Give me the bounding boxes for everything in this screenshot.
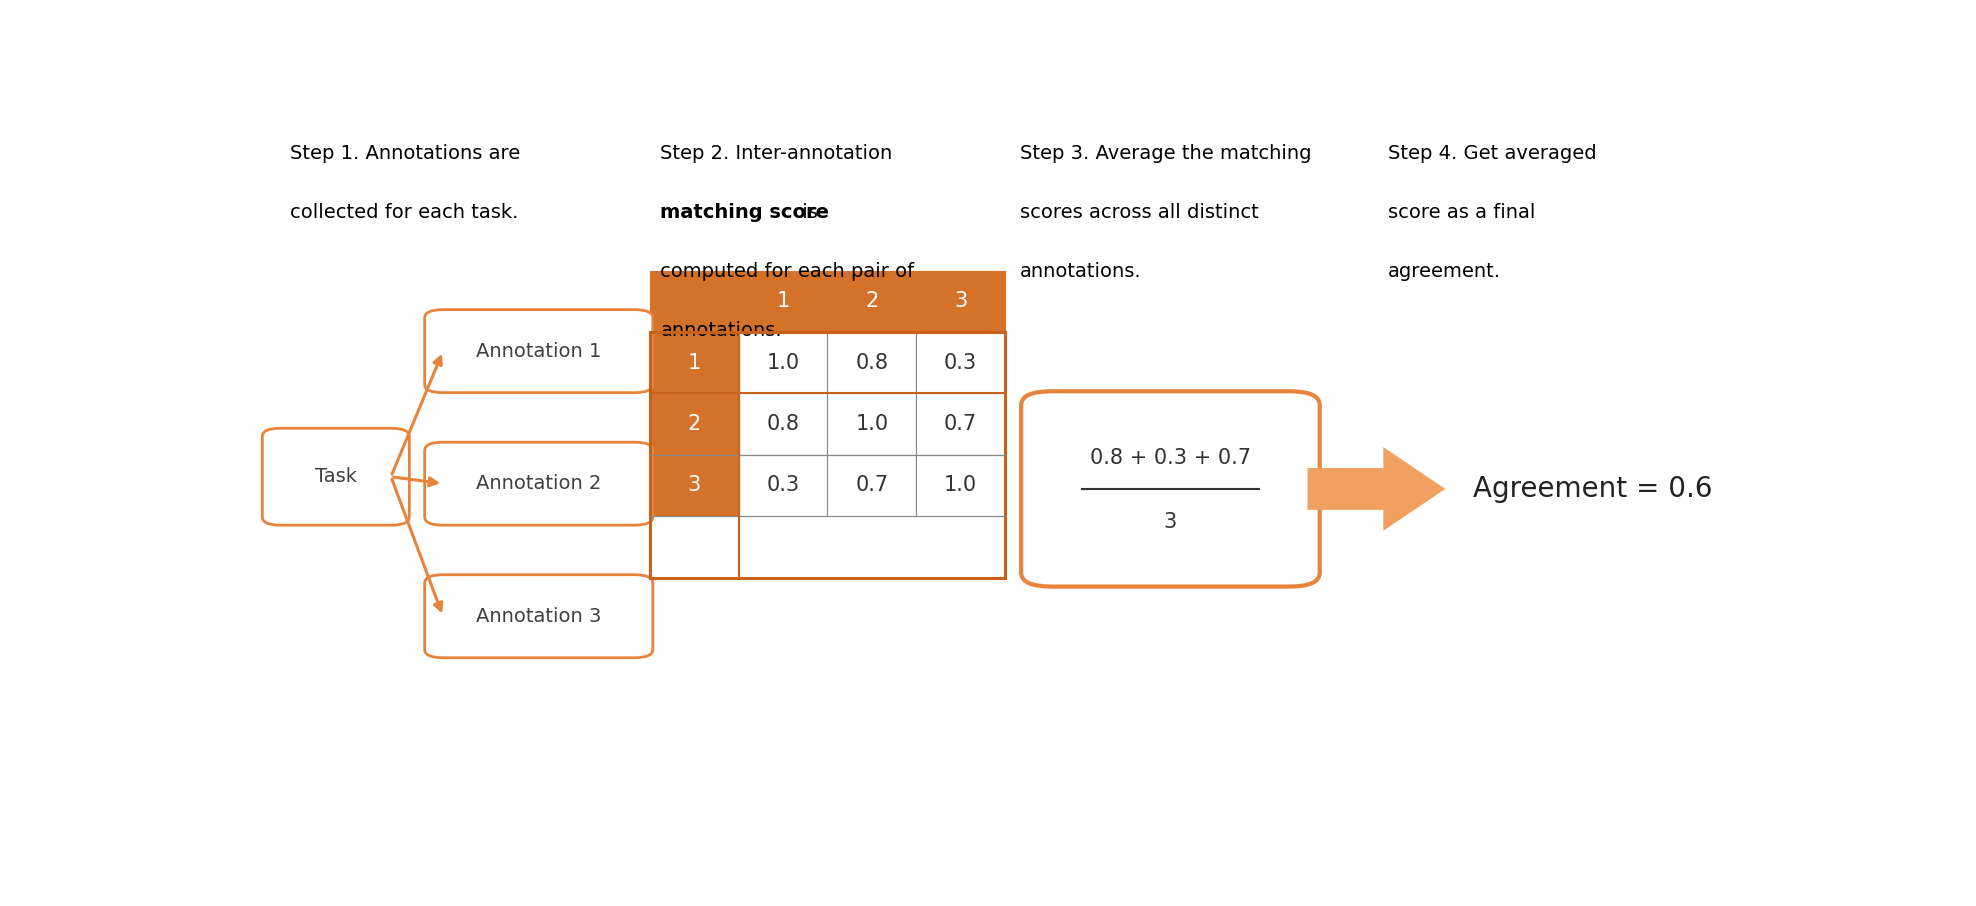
Text: 0.8: 0.8 [767,414,800,434]
Text: 1.0: 1.0 [856,414,889,434]
Text: 0.8: 0.8 [856,352,889,372]
Bar [739,455,828,516]
Text: collected for each task.: collected for each task. [290,203,518,222]
Text: 3: 3 [954,291,968,312]
Bar [917,455,1006,516]
Text: 1.0: 1.0 [945,476,978,496]
Text: Step 2. Inter-annotation: Step 2. Inter-annotation [660,144,893,162]
Text: 1.0: 1.0 [767,352,800,372]
Text: scores across all distinct: scores across all distinct [1020,203,1259,222]
Text: is: is [796,203,818,222]
Bar [650,393,739,455]
Text: 0.7: 0.7 [945,414,978,434]
Bar [739,271,828,332]
Text: matching score: matching score [660,203,830,222]
Text: Annotation 1: Annotation 1 [476,342,601,361]
Text: score as a final: score as a final [1387,203,1535,222]
Text: Annotation 2: Annotation 2 [476,474,601,493]
Text: 2: 2 [688,414,701,434]
FancyBboxPatch shape [263,429,409,525]
Bar [828,455,917,516]
FancyBboxPatch shape [425,574,652,658]
Bar [917,332,1006,393]
Text: 3: 3 [1164,513,1178,533]
Text: Step 4. Get averaged: Step 4. Get averaged [1387,144,1597,162]
Text: 1: 1 [688,352,701,372]
Text: annotations.: annotations. [660,322,782,341]
Bar [650,332,1006,577]
Bar [739,332,828,393]
Text: 3: 3 [688,476,701,496]
Text: 1: 1 [777,291,790,312]
Bar [650,271,739,332]
Bar [917,271,1006,332]
Text: Task: Task [314,467,358,487]
Text: 0.3: 0.3 [767,476,800,496]
Polygon shape [1308,447,1444,531]
Text: Step 1. Annotations are: Step 1. Annotations are [290,144,520,162]
Text: 0.3: 0.3 [945,352,978,372]
Text: Step 3. Average the matching: Step 3. Average the matching [1020,144,1312,162]
Text: 0.7: 0.7 [856,476,889,496]
Bar [828,393,917,455]
FancyBboxPatch shape [1022,391,1320,586]
Bar [650,332,739,393]
Bar [917,393,1006,455]
Text: agreement.: agreement. [1387,262,1502,281]
Bar [828,271,917,332]
Text: Annotation 3: Annotation 3 [476,607,601,626]
Text: Agreement = 0.6: Agreement = 0.6 [1472,475,1713,503]
Text: 2: 2 [865,291,879,312]
Bar [739,393,828,455]
FancyBboxPatch shape [425,442,652,525]
Bar [828,332,917,393]
Text: 0.8 + 0.3 + 0.7: 0.8 + 0.3 + 0.7 [1091,448,1251,467]
Bar [650,455,739,516]
Text: computed for each pair of: computed for each pair of [660,262,915,281]
Text: annotations.: annotations. [1020,262,1142,281]
FancyBboxPatch shape [425,310,652,392]
